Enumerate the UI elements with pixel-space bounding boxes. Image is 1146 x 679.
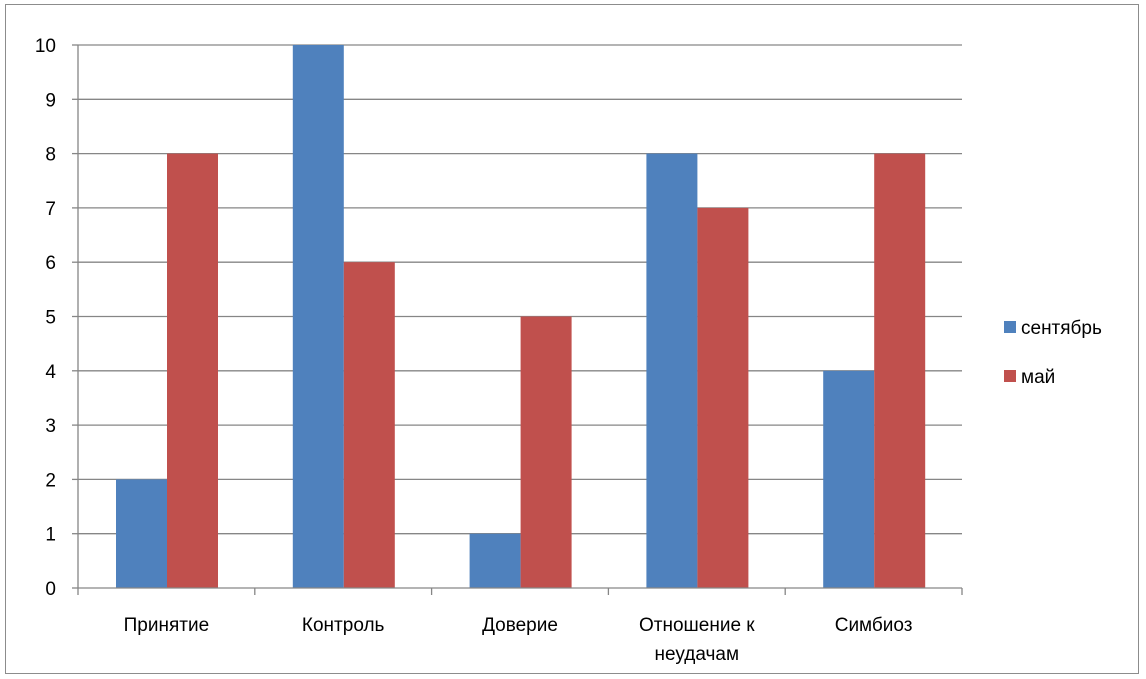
bar-май-1	[343, 262, 395, 588]
legend: сентябрь май	[1004, 318, 1102, 388]
y-tick-label-3: 3	[45, 416, 56, 437]
gridlines	[78, 44, 962, 535]
bar-сентябрь-3	[646, 153, 698, 588]
bar-май-0	[167, 153, 218, 588]
bar-май-2	[520, 316, 572, 588]
y-tick-label-2: 2	[45, 470, 56, 491]
y-tick-label-1: 1	[45, 525, 56, 546]
y-tick-label-6: 6	[45, 253, 56, 274]
x-category-label-1-0: Контроль	[302, 615, 385, 636]
bar-май-3	[697, 207, 749, 588]
bar-сентябрь-2	[469, 533, 521, 588]
x-category-label-2-0: Доверие	[482, 615, 558, 636]
axes	[72, 44, 963, 595]
bar-сентябрь-1	[292, 45, 344, 588]
bar-сентябрь-0	[116, 479, 167, 588]
y-tick-label-5: 5	[45, 308, 56, 329]
x-category-label-3-0: Отношение к	[639, 615, 755, 636]
legend-swatch-1	[1004, 370, 1016, 382]
legend-label-1: май	[1021, 367, 1055, 388]
legend-swatch-0	[1004, 321, 1016, 333]
y-tick-label-10: 10	[35, 36, 56, 57]
bar-май-4	[874, 153, 926, 588]
x-category-label-4-0: Симбиоз	[835, 615, 913, 636]
y-tick-label-9: 9	[45, 90, 56, 111]
y-tick-label-7: 7	[45, 199, 56, 220]
bars	[116, 45, 926, 588]
x-category-label-3-1: неудачам	[655, 644, 739, 665]
legend-label-0: сентябрь	[1021, 318, 1102, 339]
y-tick-label-0: 0	[45, 579, 56, 600]
y-tick-label-8: 8	[45, 145, 56, 166]
y-tick-label-4: 4	[45, 362, 56, 383]
y-axis-tick-labels: 0 1 2 3 4 5 6 7 8 9 10	[35, 36, 57, 600]
x-axis-category-labels: Принятие Контроль Доверие Отношение к неудач…	[124, 615, 913, 665]
x-category-label-0-0: Принятие	[124, 615, 210, 636]
bar-сентябрь-4	[823, 370, 875, 588]
